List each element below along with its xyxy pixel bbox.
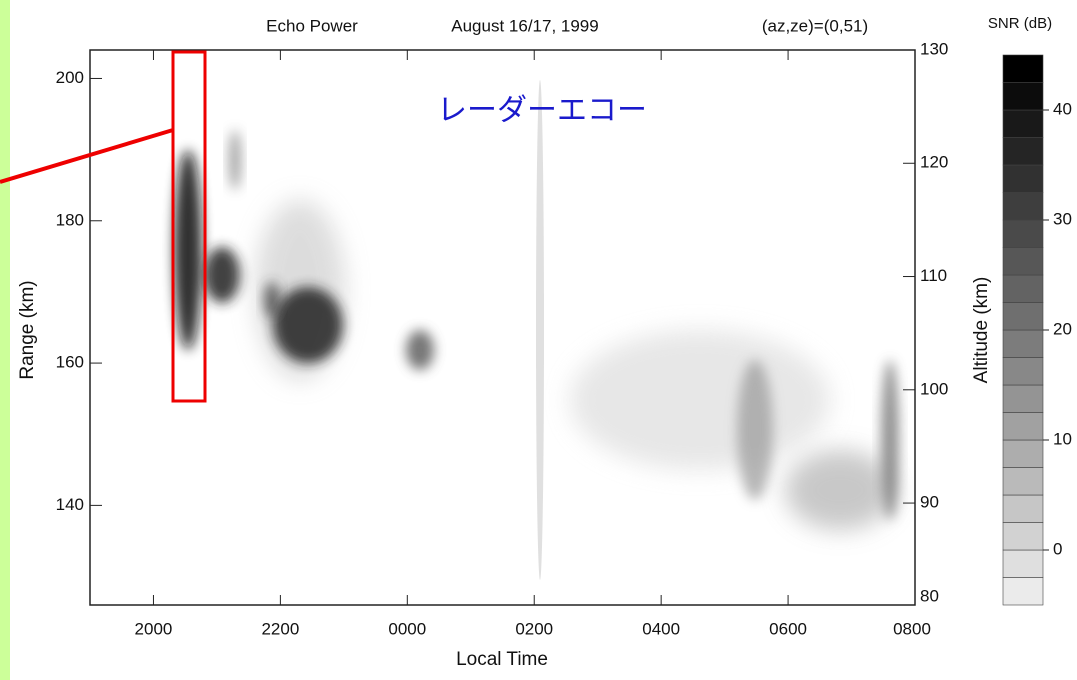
beam-label: (az,ze)=(0,51) xyxy=(762,16,868,35)
colorbar-tick-label: 40 xyxy=(1053,99,1072,118)
colorbar-band xyxy=(1002,384,1044,413)
colorbar-band xyxy=(1002,329,1044,358)
y2-axis-label: Altitude (km) xyxy=(971,277,992,384)
y2-tick-label: 130 xyxy=(920,39,948,58)
title: Echo Power xyxy=(266,16,358,35)
y-tick-label: 140 xyxy=(56,495,84,514)
colorbar-label: SNR (dB) xyxy=(988,15,1052,32)
echo xyxy=(536,80,544,580)
x-tick-label: 0400 xyxy=(642,619,680,638)
colorbar-band xyxy=(1002,247,1044,276)
highlight-box xyxy=(171,50,207,403)
y2-tick-label: 120 xyxy=(920,153,948,172)
colorbar-tick-label: 10 xyxy=(1053,429,1072,448)
x-tick-label: 0000 xyxy=(388,619,426,638)
echo xyxy=(737,360,773,500)
y2-tick-label: 80 xyxy=(920,586,939,605)
colorbar-band xyxy=(1002,439,1044,468)
subtitle: August 16/17, 1999 xyxy=(451,16,598,35)
annotation: レーダーエコー xyxy=(437,94,647,127)
y-tick-label: 160 xyxy=(56,353,84,372)
colorbar-band xyxy=(1002,522,1044,551)
colorbar-band xyxy=(1002,54,1044,83)
y-tick-label: 180 xyxy=(56,210,84,229)
echo xyxy=(570,330,830,470)
echo xyxy=(264,282,280,318)
y-axis-label: Range (km) xyxy=(17,280,38,379)
colorbar-band xyxy=(1002,357,1044,386)
x-tick-label: 0600 xyxy=(769,619,807,638)
colorbar-band xyxy=(1002,577,1044,606)
echo xyxy=(406,330,434,370)
echo xyxy=(229,130,241,190)
plot-frame xyxy=(89,49,916,606)
x-tick-label: 0200 xyxy=(515,619,553,638)
echo xyxy=(174,150,202,350)
y2-tick-label: 110 xyxy=(920,266,947,285)
colorbar-tick-label: 0 xyxy=(1053,539,1062,558)
colorbar-tick-label: 30 xyxy=(1053,209,1072,228)
x-tick-label: 2000 xyxy=(135,619,173,638)
x-tick-label: 2200 xyxy=(261,619,299,638)
colorbar-band xyxy=(1002,137,1044,166)
colorbar-band xyxy=(1002,192,1044,221)
colorbar-band xyxy=(1002,82,1044,111)
x-axis-label: Local Time xyxy=(456,649,548,670)
y2-tick-label: 90 xyxy=(920,493,939,512)
colorbar-band xyxy=(1002,164,1044,193)
echo-image xyxy=(174,80,899,580)
colorbar-band xyxy=(1002,219,1044,248)
x-tick-label: 0800 xyxy=(893,619,931,638)
colorbar-tick-label: 20 xyxy=(1053,319,1072,338)
pointer-line xyxy=(0,128,174,184)
echo xyxy=(204,247,240,303)
y-tick-label: 200 xyxy=(56,68,84,87)
side-strip xyxy=(0,0,10,680)
echo xyxy=(785,450,895,530)
echo xyxy=(881,360,899,520)
y2-tick-label: 100 xyxy=(920,379,948,398)
colorbar-band xyxy=(1002,302,1044,331)
colorbar-band xyxy=(1002,467,1044,496)
colorbar-band xyxy=(1002,494,1044,523)
echo xyxy=(273,287,343,363)
colorbar-band xyxy=(1002,412,1044,441)
colorbar-band xyxy=(1002,549,1044,578)
colorbar-band xyxy=(1002,274,1044,303)
colorbar-band xyxy=(1002,109,1044,138)
